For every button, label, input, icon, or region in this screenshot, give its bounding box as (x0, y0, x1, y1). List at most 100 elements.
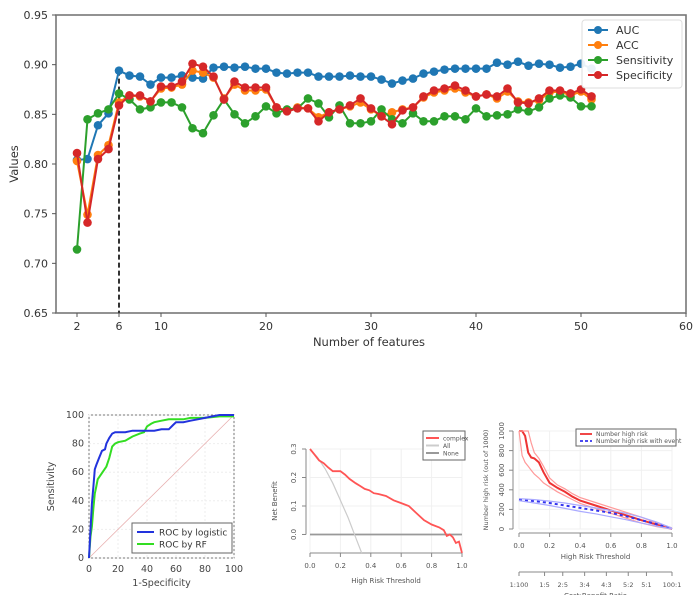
data-point-specificity (230, 77, 239, 86)
data-point-sensitivity (576, 102, 586, 111)
data-point-specificity (188, 59, 197, 68)
data-point-sensitivity (104, 105, 113, 114)
legend-label: AUC (616, 24, 640, 37)
data-point-sensitivity (356, 118, 365, 128)
data-point-sensitivity (156, 98, 166, 107)
data-point-auc (482, 64, 491, 73)
x-tick-label: 30 (364, 320, 378, 333)
y-tick-label: 0.80 (24, 158, 49, 171)
data-point-sensitivity (314, 99, 323, 108)
data-point-specificity (177, 77, 187, 86)
data-point-specificity (209, 72, 218, 81)
cic-x-tick-label: 0.8 (636, 542, 647, 550)
dca-y-tick-label: 0.3 (290, 443, 298, 454)
data-point-sensitivity (408, 109, 418, 118)
roc-x-tick-label: 80 (199, 564, 211, 575)
data-point-sensitivity (398, 118, 407, 128)
dca-x-tick-label: 0.6 (396, 562, 408, 570)
roc-curve-2 (88, 414, 235, 559)
data-point-sensitivity (377, 105, 386, 114)
data-point-specificity (282, 107, 292, 116)
data-point-specificity (566, 89, 575, 98)
cic-y-tick-label: 1000 (498, 422, 506, 440)
data-point-sensitivity (461, 115, 470, 124)
x-tick-label: 40 (469, 320, 483, 333)
dca-x-tick-label: 0.8 (426, 562, 437, 570)
data-point-auc (303, 68, 313, 77)
data-point-specificity (345, 101, 355, 110)
dca-legend-label: All (443, 443, 451, 450)
data-point-sensitivity (482, 112, 491, 121)
data-point-sensitivity (450, 112, 460, 121)
data-point-auc (293, 68, 302, 77)
data-point-auc (419, 69, 428, 78)
data-point-sensitivity (83, 115, 92, 124)
x-tick-label: 2 (74, 320, 81, 333)
data-point-specificity (503, 84, 512, 93)
roc-y-tick-label: 80 (72, 439, 84, 450)
data-point-auc (314, 72, 323, 81)
cic-y-tick-label: 600 (498, 464, 506, 477)
cic-x2-tick-label: 100:1 (663, 581, 682, 589)
data-point-specificity (314, 116, 323, 126)
data-point-auc (240, 62, 250, 71)
cic-y-tick-label: 200 (498, 503, 506, 516)
roc-legend-label: ROC by logistic (159, 529, 227, 539)
x-tick-label: 10 (154, 320, 168, 333)
data-point-auc (114, 66, 124, 75)
data-point-sensitivity (503, 110, 512, 119)
data-point-sensitivity (93, 109, 103, 118)
data-point-specificity (125, 91, 134, 100)
dca-x-tick-label: 0.2 (335, 562, 346, 570)
x-tick-label: 20 (259, 320, 273, 333)
cic-curve-3 (518, 498, 673, 530)
data-point-auc (188, 73, 197, 82)
data-point-sensitivity (429, 116, 439, 126)
data-point-auc (135, 72, 145, 81)
data-point-auc (524, 61, 533, 70)
data-point-specificity (450, 81, 460, 90)
data-point-auc (471, 64, 481, 73)
cic-x-tick-label: 0.2 (544, 542, 555, 550)
data-point-auc (461, 64, 470, 73)
data-point-specificity (534, 94, 544, 103)
data-point-specificity (135, 91, 145, 100)
dca-x-tick-label: 0.4 (365, 562, 377, 570)
cic-x2-tick-label: 3:4 (579, 581, 589, 589)
data-point-auc (503, 60, 512, 69)
cic-x2-tick-label: 4:3 (601, 581, 611, 589)
legend-marker (594, 41, 602, 49)
legend-label: Specificity (616, 69, 673, 82)
cic-legend-box (575, 428, 677, 447)
y-tick-label: 0.95 (24, 9, 49, 22)
cic-curve-1 (519, 430, 673, 529)
cic-x-tick-label: 0.4 (575, 542, 587, 550)
data-point-specificity (93, 154, 103, 164)
data-point-sensitivity (114, 89, 124, 98)
cic-curve-2 (518, 430, 673, 530)
data-point-sensitivity (188, 123, 197, 133)
data-point-auc (335, 72, 344, 81)
data-point-sensitivity (513, 105, 523, 114)
data-point-auc (387, 79, 397, 88)
data-point-specificity (419, 92, 428, 101)
data-point-specificity (366, 104, 376, 113)
data-point-auc (513, 57, 523, 66)
cic-x-axis-label: High Risk Threshold (561, 553, 631, 561)
data-point-auc (219, 62, 229, 71)
data-point-specificity (587, 92, 596, 101)
data-point-specificity (387, 119, 397, 129)
data-point-auc (261, 64, 271, 73)
data-point-sensitivity (534, 103, 544, 112)
data-point-auc (398, 76, 407, 85)
data-point-acc (387, 108, 397, 117)
cic-y-tick-label: 800 (498, 444, 506, 457)
data-point-specificity (104, 144, 113, 154)
dca-legend-label: complex (443, 436, 469, 443)
data-point-sensitivity (261, 102, 271, 111)
roc-y-tick-label: 40 (72, 496, 84, 507)
data-point-auc (198, 74, 208, 83)
data-point-sensitivity (272, 109, 281, 118)
dca-legend-label: None (443, 451, 459, 458)
series-line-sensitivity (76, 92, 592, 250)
